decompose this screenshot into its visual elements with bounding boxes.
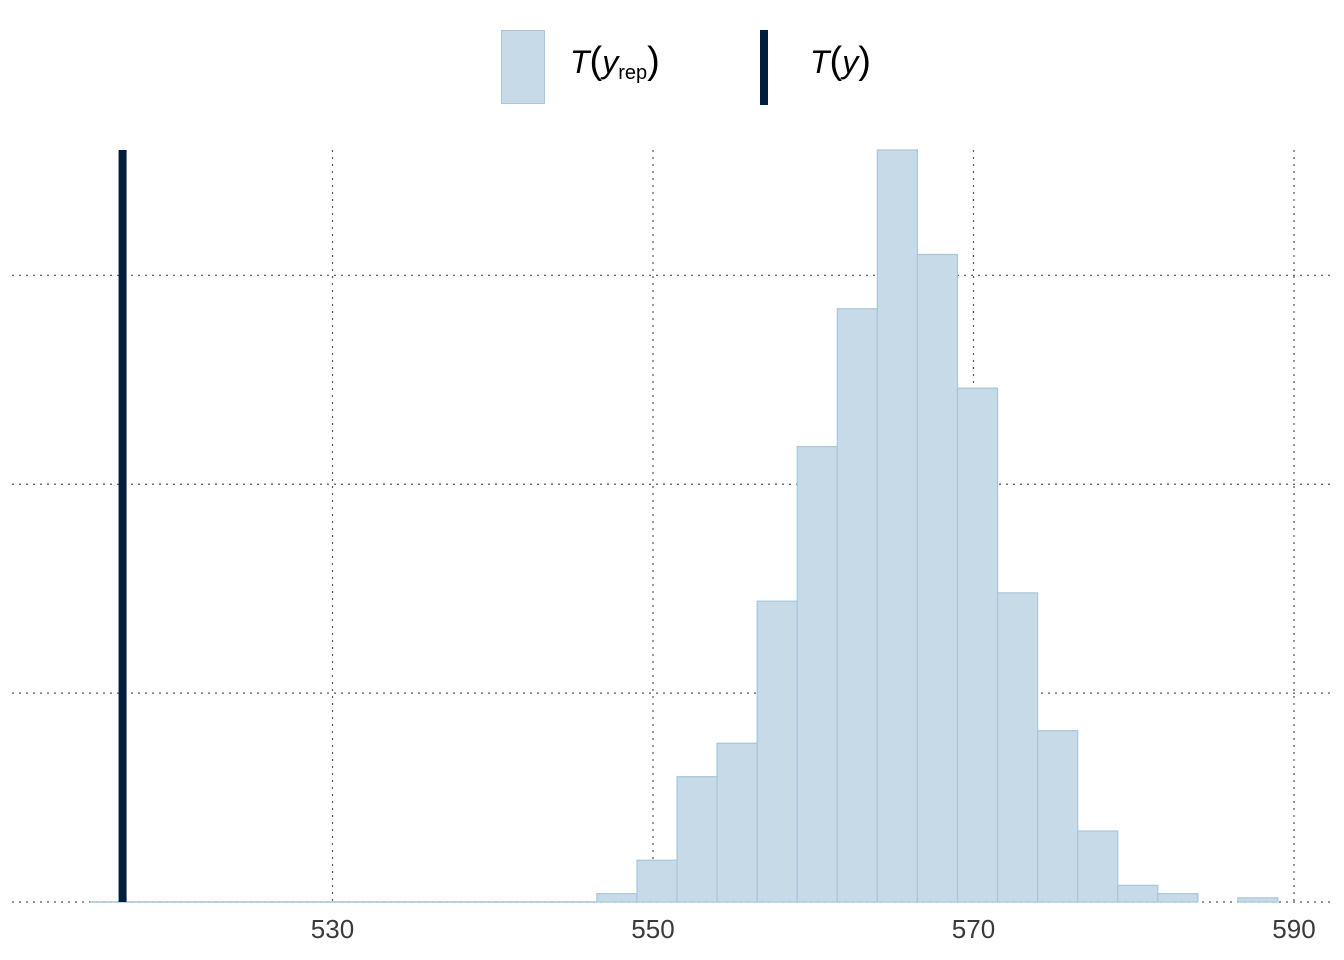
- legend: T(yrep) T(y): [0, 0, 1344, 120]
- x-tick-label: 590: [1272, 914, 1315, 944]
- histogram-bar: [1237, 897, 1279, 903]
- histogram-bar: [996, 592, 1039, 903]
- histogram-bar: [916, 253, 959, 903]
- histogram-bar: [716, 742, 758, 903]
- histogram-bar: [676, 776, 718, 903]
- histogram-bar: [1036, 730, 1079, 903]
- histogram-bar: [1077, 830, 1119, 903]
- histogram-bar: [756, 600, 798, 903]
- x-tick-label: 530: [311, 914, 354, 944]
- legend-label-observed: T(y): [810, 40, 871, 82]
- grid-lines: [12, 150, 1332, 903]
- histogram-bars: [90, 149, 1279, 903]
- legend-swatch-observed: [760, 30, 768, 105]
- histogram-bar: [596, 893, 638, 903]
- histogram-bar: [636, 859, 678, 903]
- x-axis-ticks: 530 550 570 590: [311, 914, 1316, 944]
- legend-label-replicated: T(yrep): [570, 40, 660, 84]
- histogram-bar: [1117, 884, 1159, 903]
- x-tick-label: 550: [631, 914, 674, 944]
- histogram-bar: [1157, 893, 1199, 903]
- x-tick-label: 570: [952, 914, 995, 944]
- legend-swatch-replicated: [501, 30, 545, 104]
- histogram-bar: [796, 446, 838, 903]
- histogram-bar: [956, 387, 999, 903]
- histogram-bar: [876, 149, 919, 903]
- histogram-bar: [836, 308, 878, 903]
